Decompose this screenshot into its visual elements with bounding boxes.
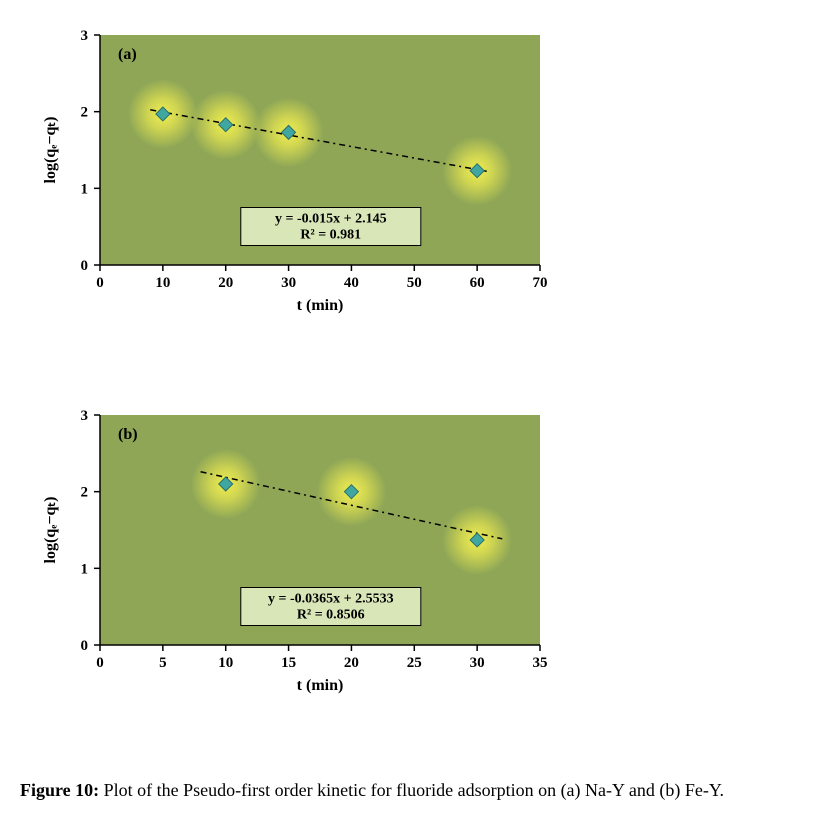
equation-line2: R² = 0.8506 <box>297 608 365 623</box>
equation-line1: y = -0.015x + 2.145 <box>275 212 387 227</box>
x-tick-label: 5 <box>159 655 167 671</box>
panel-label: (a) <box>118 46 137 63</box>
y-tick-label: 3 <box>81 408 89 424</box>
equation-line1: y = -0.0365x + 2.5533 <box>268 592 394 607</box>
y-tick-label: 0 <box>81 638 89 654</box>
y-tick-label: 0 <box>81 258 89 274</box>
y-tick-label: 1 <box>81 561 89 577</box>
y-tick-label: 2 <box>81 485 89 501</box>
figure-container: 0102030405060700123t (min)log(qₑ−qₜ)(a)y… <box>20 20 797 801</box>
caption-bold: Figure 10: <box>20 780 99 800</box>
x-tick-label: 15 <box>281 655 296 671</box>
x-tick-label: 0 <box>96 655 104 671</box>
caption-text: Plot of the Pseudo-first order kinetic f… <box>99 780 724 800</box>
panel-label: (b) <box>118 426 138 443</box>
y-tick-label: 1 <box>81 181 89 197</box>
x-tick-label: 10 <box>155 275 170 291</box>
chart-b: 0 5 10 15 20 25 30 35 0 1 2 3 t (min) log(qₑ−qₜ) (b) y … <box>20 400 580 750</box>
equation-line2: R² = 0.981 <box>300 228 361 243</box>
x-tick-label: 0 <box>96 275 104 291</box>
y-tick-label: 3 <box>81 28 89 44</box>
x-tick-label: 20 <box>344 655 359 671</box>
figure-caption: Figure 10: Plot of the Pseudo-first orde… <box>20 780 797 801</box>
x-tick-label: 20 <box>218 275 233 291</box>
chart-a: 0 10 20 30 40 50 60 70 0 1 2 3 t (min) log(qₑ−qₜ) (a) y… <box>20 20 580 370</box>
x-tick-label: 40 <box>344 275 359 291</box>
x-tick-label: 10 <box>218 655 233 671</box>
x-tick-label: 60 <box>470 275 485 291</box>
y-axis-label: log(qₑ−qₜ) <box>42 117 59 184</box>
x-axis-label: t (min) <box>297 677 344 694</box>
x-tick-label: 70 <box>533 275 548 291</box>
chart-b-wrap: 0 5 10 15 20 25 30 35 0 1 2 3 t (min) log(qₑ−qₜ) (b) y … <box>20 400 797 750</box>
x-tick-label: 50 <box>407 275 422 291</box>
chart-a-wrap: 0 10 20 30 40 50 60 70 0 1 2 3 t (min) log(qₑ−qₜ) (a) y… <box>20 20 797 370</box>
x-tick-label: 25 <box>407 655 422 671</box>
x-axis-label: t (min) <box>297 297 344 314</box>
x-tick-label: 30 <box>470 655 485 671</box>
y-tick-label: 2 <box>81 105 89 121</box>
x-tick-label: 35 <box>533 655 548 671</box>
x-tick-label: 30 <box>281 275 296 291</box>
y-axis-label: log(qₑ−qₜ) <box>42 497 59 564</box>
